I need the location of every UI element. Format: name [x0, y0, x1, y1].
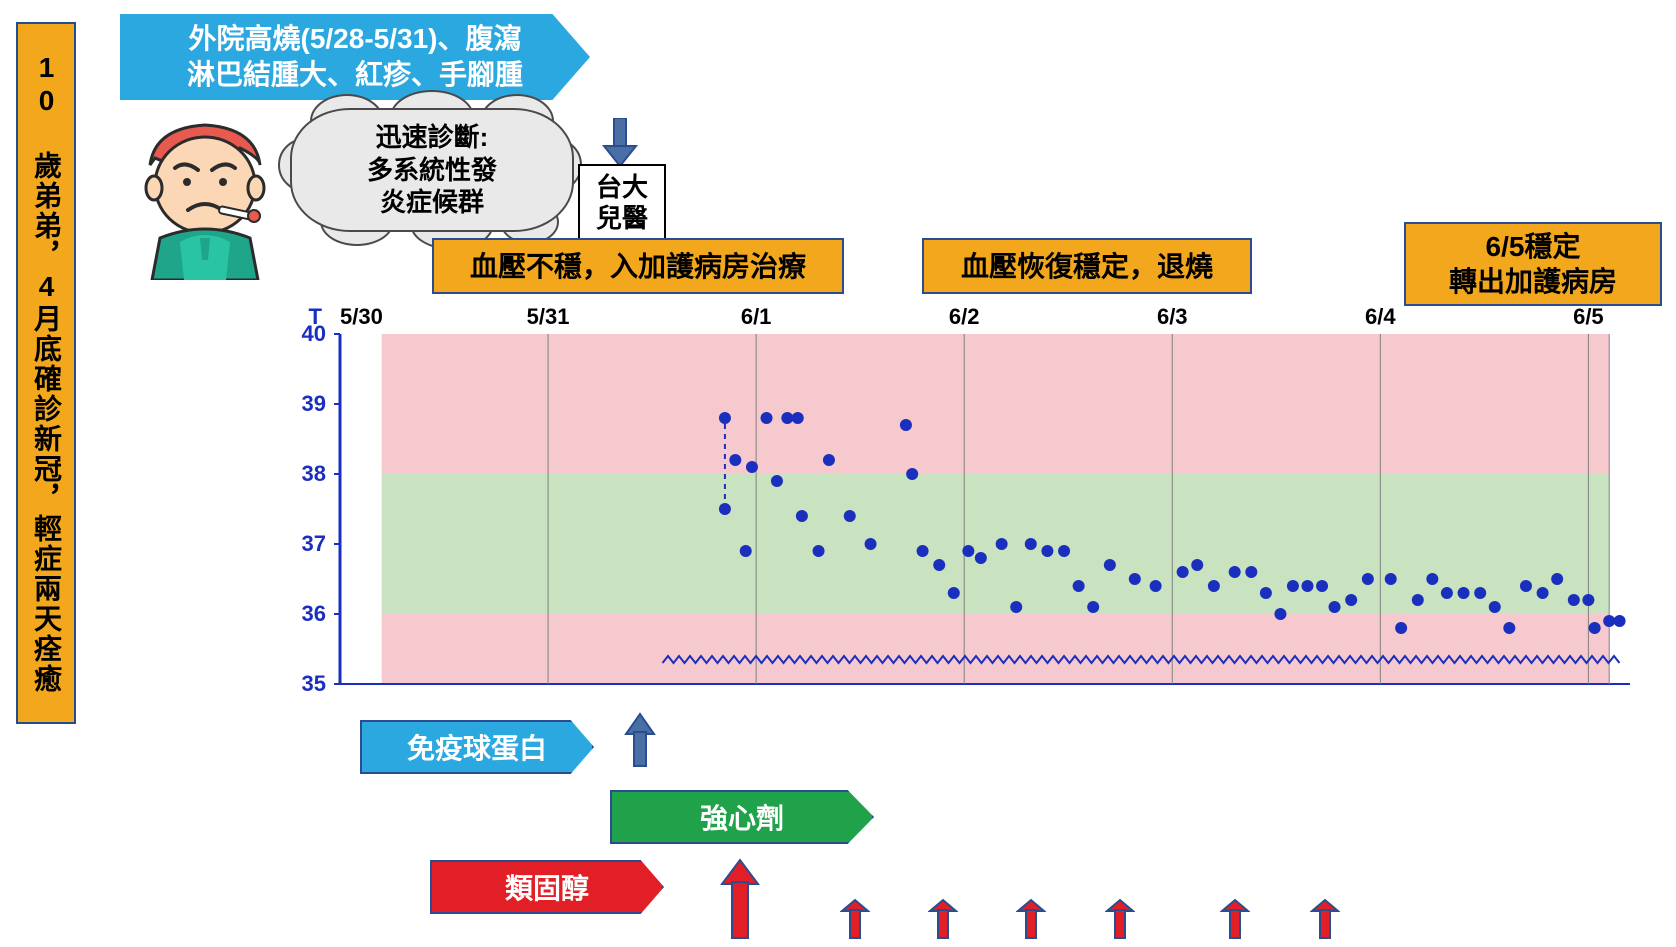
svg-text:6/4: 6/4 — [1365, 304, 1396, 329]
hospital-label: 台大兒醫 — [596, 172, 648, 233]
event-discharge-text: 6/5穩定轉出加護病房 — [1449, 229, 1617, 299]
temperature-chart: 353637383940T5/305/316/16/26/36/46/5 — [280, 300, 1646, 700]
hospital-box: 台大兒醫 — [578, 164, 666, 242]
svg-text:6/3: 6/3 — [1157, 304, 1188, 329]
dose-arrow-steroid-icon — [720, 858, 760, 947]
diagnosis-text: 迅速診斷:多系統性發炎症候群 — [367, 121, 497, 219]
event-icu-admit: 血壓不穩，入加護病房治療 — [432, 238, 844, 294]
patient-history-text: 10 歲弟弟，4月底確診新冠，輕症兩天痊癒 — [26, 52, 66, 694]
diagnosis-cloud: 迅速診斷:多系統性發炎症候群 — [290, 108, 570, 238]
svg-text:37: 37 — [302, 531, 326, 556]
svg-text:38: 38 — [302, 461, 326, 486]
treatment-steroid: 類固醇 — [430, 860, 664, 914]
treatment-immunoglobulin: 免疫球蛋白 — [360, 720, 594, 774]
treatment-inotrope-label: 強心劑 — [700, 797, 784, 837]
svg-text:35: 35 — [302, 671, 326, 696]
svg-text:5/31: 5/31 — [527, 304, 570, 329]
svg-text:5/30: 5/30 — [340, 304, 383, 329]
treatment-inotrope: 強心劑 — [610, 790, 874, 844]
patient-avatar-icon — [120, 110, 290, 280]
svg-text:6/2: 6/2 — [949, 304, 980, 329]
treatment-immunoglobulin-label: 免疫球蛋白 — [407, 727, 547, 767]
dose-arrow-immunoglobulin-icon — [622, 712, 658, 773]
svg-text:39: 39 — [302, 391, 326, 416]
event-stable-text: 血壓恢復穩定，退燒 — [961, 249, 1213, 284]
symptoms-banner: 外院高燒(5/28-5/31)、腹瀉淋巴結腫大、紅疹、手腳腫 — [120, 14, 590, 100]
patient-history-banner: 10 歲弟弟，4月底確診新冠，輕症兩天痊癒 — [16, 22, 76, 724]
svg-text:36: 36 — [302, 601, 326, 626]
event-icu-admit-text: 血壓不穩，入加護病房治療 — [470, 249, 806, 284]
event-discharge: 6/5穩定轉出加護病房 — [1404, 222, 1662, 306]
svg-text:T: T — [309, 304, 323, 329]
event-stable: 血壓恢復穩定，退燒 — [922, 238, 1252, 294]
svg-text:6/1: 6/1 — [741, 304, 772, 329]
svg-text:6/5: 6/5 — [1573, 304, 1604, 329]
symptoms-text: 外院高燒(5/28-5/31)、腹瀉淋巴結腫大、紅疹、手腳腫 — [187, 21, 523, 94]
treatment-steroid-label: 類固醇 — [505, 867, 589, 907]
